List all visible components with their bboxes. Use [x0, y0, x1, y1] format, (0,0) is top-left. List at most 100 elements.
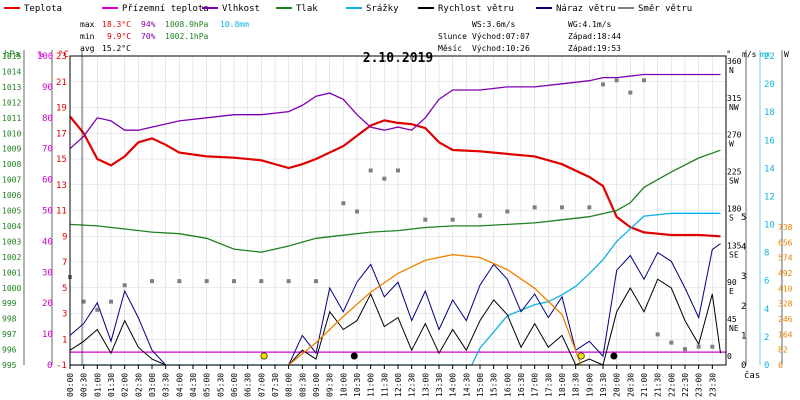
direction-tick: 180: [727, 204, 742, 213]
wind-dir-point: [642, 78, 646, 83]
wind-dir-point: [109, 299, 113, 304]
x-tick-label: 17:00: [531, 373, 540, 397]
temperature-tick: 23: [56, 52, 67, 62]
series-vlhkost: [69, 73, 721, 150]
x-axis-label: čas: [744, 370, 760, 381]
rain-tick: 10: [764, 221, 775, 231]
humidity-tick: 60: [42, 176, 53, 186]
x-tick-label: 22:00: [667, 373, 676, 397]
pressure-tick: 998: [2, 315, 17, 324]
legend-label-6: Náraz větru: [556, 4, 616, 14]
x-tick-label: 02:30: [134, 373, 143, 397]
rain-tick: 8: [764, 249, 769, 259]
humidity-tick: 70: [42, 145, 53, 155]
stats-max-rain: 10.8mm: [220, 20, 249, 29]
wind-dir-point: [669, 340, 674, 345]
wind-dir-point: [587, 205, 592, 210]
sun-label: Slunce: [438, 32, 467, 41]
x-tick-label: 01:30: [107, 373, 116, 397]
solar-tick: 0: [778, 361, 783, 370]
legend-label-5: Rychlost větru: [438, 4, 514, 14]
humidity-unit: %: [38, 50, 44, 60]
wind-tick: 3: [741, 272, 746, 282]
temperature-tick: 9: [62, 232, 67, 242]
stats-avg-temp: 15.2°C: [102, 44, 131, 53]
humidity-tick: 10: [42, 330, 53, 340]
pressure-tick: 995: [2, 361, 17, 370]
temperature-tick: 11: [56, 207, 67, 217]
wind-tick: 2: [741, 302, 746, 312]
pressure-tick: 1000: [2, 284, 21, 293]
pressure-tick: 997: [2, 330, 17, 339]
humidity-tick: 20: [42, 299, 53, 309]
x-tick-label: 13:30: [435, 373, 444, 397]
direction-compass: SE: [729, 250, 739, 259]
pressure-tick: 1004: [2, 222, 21, 231]
sun-rise: Východ:07:07: [472, 32, 530, 41]
x-tick-label: 21:00: [640, 373, 649, 397]
moon-marker: [610, 352, 618, 360]
solar-tick: 656: [778, 238, 793, 247]
pressure-tick: 996: [2, 346, 17, 355]
x-tick-label: 23:30: [708, 373, 717, 397]
wind-wg: WG:4.1m/s: [568, 20, 612, 29]
x-tick-label: 20:30: [626, 373, 635, 397]
rain-tick: 4: [764, 305, 769, 315]
direction-tick: 135: [727, 241, 742, 250]
x-tick-label: 23:00: [695, 373, 704, 397]
wind-dir-point: [655, 332, 660, 337]
sun-marker: [577, 352, 585, 360]
wind-tick: 0: [741, 361, 746, 371]
pressure-tick: 1014: [2, 67, 21, 76]
temperature-tick: 17: [56, 129, 67, 139]
pressure-tick: 1002: [2, 253, 21, 262]
rain-tick: 20: [764, 80, 775, 90]
axes: 00:00 00:30 01:00 01:30 02:00 02:30 03:00 03:30…: [2, 50, 793, 397]
solar-unit: W: [784, 50, 789, 59]
x-tick-label: 02:00: [121, 373, 130, 397]
x-tick-label: 18:00: [558, 373, 567, 397]
pressure-tick: 1010: [2, 129, 21, 138]
wind-dir-point: [341, 201, 346, 206]
x-tick-label: 06:30: [244, 373, 253, 397]
wind-dir-point: [560, 205, 564, 210]
solar-tick: 328: [778, 300, 793, 309]
x-tick-label: 07:00: [257, 373, 266, 397]
x-tick-label: 21:30: [654, 373, 663, 397]
x-tick-label: 07:30: [271, 373, 280, 397]
wind-dir-point: [355, 209, 359, 214]
wind-unit: m/s: [742, 50, 757, 59]
rain-unit: mm: [760, 50, 770, 59]
direction-tick: 225: [727, 168, 742, 177]
pressure-tick: 1012: [2, 98, 21, 107]
wind-dir-point: [204, 279, 209, 284]
temperature-tick: 3: [62, 310, 67, 320]
direction-compass: S: [729, 213, 734, 222]
wind-dir-point: [314, 279, 318, 284]
series-srážky: [70, 212, 721, 366]
legend-label-1: Přízemní teplota: [122, 4, 209, 14]
humidity-tick: 80: [42, 114, 53, 124]
wind-ws: WS:3.6m/s: [472, 20, 516, 29]
temperature-tick: 5: [62, 284, 67, 294]
wind-dir-point: [683, 347, 687, 352]
rain-tick: 18: [764, 108, 775, 118]
x-tick-label: 05:00: [203, 373, 212, 397]
humidity-tick: 40: [42, 237, 53, 247]
x-tick-label: 00:30: [80, 373, 89, 397]
x-tick-label: 15:30: [490, 373, 499, 397]
moon-marker: [350, 352, 358, 360]
moon-label: Měsíc: [438, 44, 462, 53]
wind-dir-point: [177, 279, 182, 284]
legend-label-3: Tlak: [296, 4, 318, 14]
direction-tick: 270: [727, 131, 742, 140]
stats-max-temp: 18.3°C: [102, 20, 131, 29]
solar-tick: 738: [778, 223, 793, 232]
sun-set: Západ:18:44: [568, 32, 621, 41]
stats-max-hum: 94%: [141, 20, 156, 29]
stats-avg-label: avg: [80, 44, 95, 53]
temperature-tick: 21: [56, 78, 67, 88]
sun-marker: [260, 352, 268, 360]
x-tick-label: 04:00: [175, 373, 184, 397]
